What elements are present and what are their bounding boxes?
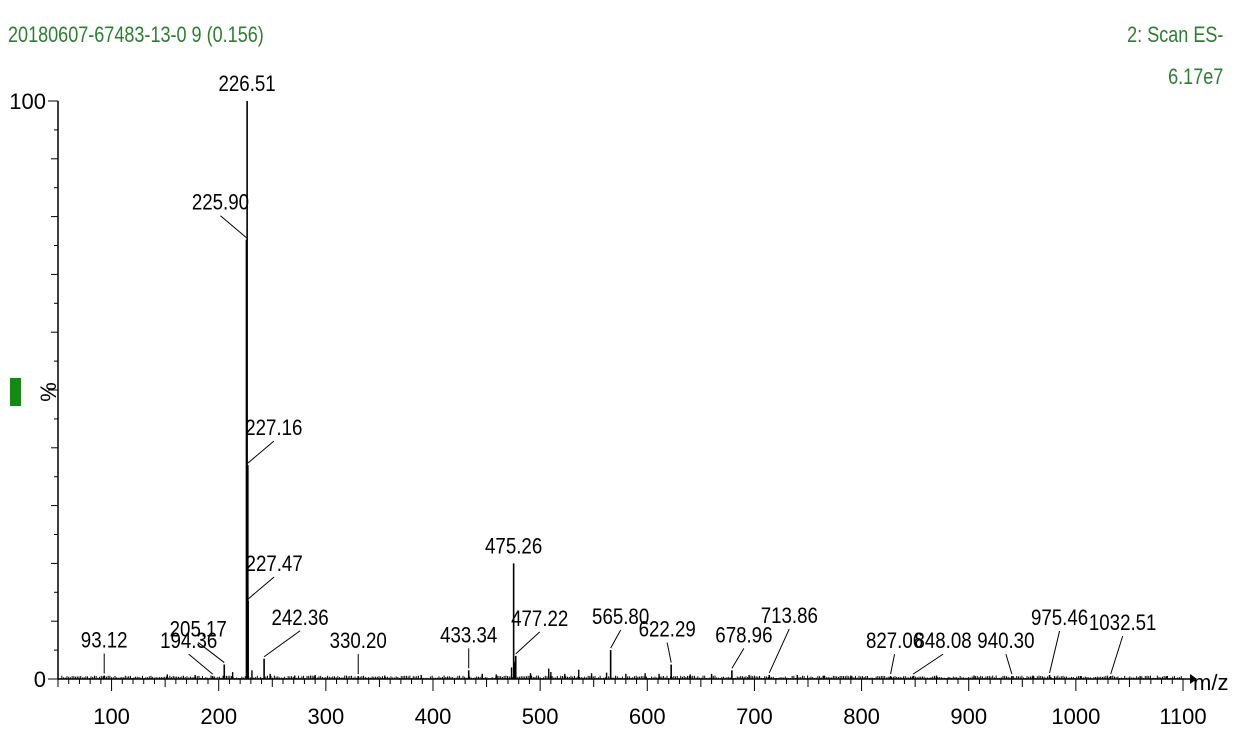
intensity-scale-label: 6.17e7 <box>1167 64 1223 89</box>
x-tick-label: 700 <box>736 704 773 729</box>
peak-label: 475.26 <box>485 535 542 559</box>
peak-leader-line <box>890 654 896 675</box>
peak-label: 1032.51 <box>1089 612 1157 636</box>
x-tick-label: 200 <box>200 704 237 729</box>
peak-leader-line <box>263 630 301 658</box>
peak-leader-line <box>731 648 745 669</box>
x-tick-label: 600 <box>629 704 666 729</box>
peak-leader-line <box>912 653 944 675</box>
peak-label: 227.47 <box>246 553 303 577</box>
x-tick-label: 100 <box>93 704 130 729</box>
peak-label: 975.46 <box>1031 607 1088 631</box>
peak-leader-line <box>197 642 225 663</box>
y-axis-label: % <box>36 382 61 402</box>
peak-leader-line <box>666 642 672 663</box>
peak-label: 194.36 <box>160 630 217 654</box>
peak-label: 713.86 <box>761 605 818 629</box>
y-tick-label: 100 <box>9 89 46 114</box>
peak-label: 827.06 <box>866 630 923 654</box>
peak-label: 330.20 <box>330 630 387 654</box>
peak-label: 565.80 <box>592 606 649 630</box>
peak-leader-line <box>768 628 790 674</box>
peak-label: 93.12 <box>81 629 128 653</box>
x-tick-label: 300 <box>307 704 344 729</box>
peak-leader-line <box>247 576 275 600</box>
percent-axis-marker <box>10 378 21 406</box>
minor-peaks <box>59 661 1182 679</box>
peak-label: 622.29 <box>639 618 696 642</box>
peak-leader-line <box>610 629 622 649</box>
peak-label: 227.16 <box>245 417 302 441</box>
peak-label: 242.36 <box>272 606 329 630</box>
peak-label: 477.22 <box>511 608 568 632</box>
peak-leader-line <box>188 653 213 675</box>
x-tick-label: 500 <box>522 704 559 729</box>
x-tick-label: 900 <box>950 704 987 729</box>
peak-label: 848.08 <box>914 630 971 654</box>
x-tick-label: 400 <box>415 704 452 729</box>
peak-leader-line <box>1049 630 1061 674</box>
x-tick-label: 1100 <box>1159 704 1206 729</box>
x-tick-label: 800 <box>843 704 880 729</box>
peak-label: 678.96 <box>715 624 772 648</box>
peak-leader-line <box>247 440 275 464</box>
peak-leader-line <box>515 631 541 655</box>
x-tick-label: 1000 <box>1051 704 1100 729</box>
y-tick-label: 0 <box>34 667 46 692</box>
peak-leader-line <box>1005 653 1013 675</box>
peak-label: 433.34 <box>440 624 497 648</box>
peak-leader-line <box>1110 635 1124 675</box>
peak-label: 226.51 <box>219 73 276 97</box>
scan-mode-label: 2: Scan ES- <box>1126 22 1223 47</box>
x-axis-label: m/z <box>1193 670 1228 695</box>
peak-label: 225.90 <box>192 191 249 215</box>
peak-label: 940.30 <box>977 630 1034 654</box>
peak-leader-line <box>220 215 247 239</box>
peak-label: 205.17 <box>170 618 227 642</box>
sample-id-label: 20180607-67483-13-0 9 (0.156) <box>8 22 264 47</box>
x-axis-arrow <box>1190 674 1197 684</box>
